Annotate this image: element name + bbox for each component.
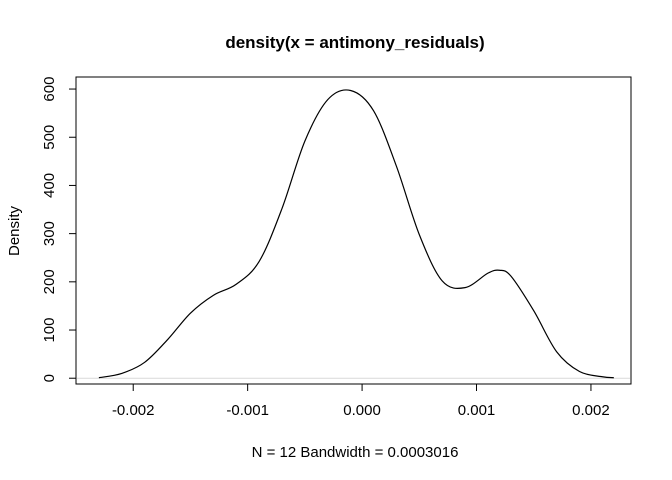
y-tick-label: 200	[41, 269, 58, 294]
y-axis-ticks: 0 100 200 300 400 500 600	[41, 77, 76, 382]
y-tick-label: 0	[41, 374, 58, 382]
y-axis-label: Density	[6, 205, 23, 256]
x-axis-label: N = 12 Bandwidth = 0.0003016	[252, 444, 459, 461]
x-tick-label: 0.002	[572, 402, 610, 419]
x-axis-ticks: -0.002 -0.001 0.000 0.001 0.002	[112, 384, 610, 419]
y-tick-label: 600	[41, 77, 58, 102]
density-curve	[98, 89, 614, 379]
x-tick-label: -0.002	[112, 402, 155, 419]
chart-title: density(x = antimony_residuals)	[225, 33, 484, 52]
y-tick-label: 500	[41, 125, 58, 150]
y-tick-label: 100	[41, 318, 58, 343]
x-tick-label: 0.000	[343, 402, 381, 419]
x-tick-label: -0.001	[226, 402, 269, 419]
x-tick-label: 0.001	[458, 402, 496, 419]
y-tick-label: 400	[41, 173, 58, 198]
y-tick-label: 300	[41, 221, 58, 246]
